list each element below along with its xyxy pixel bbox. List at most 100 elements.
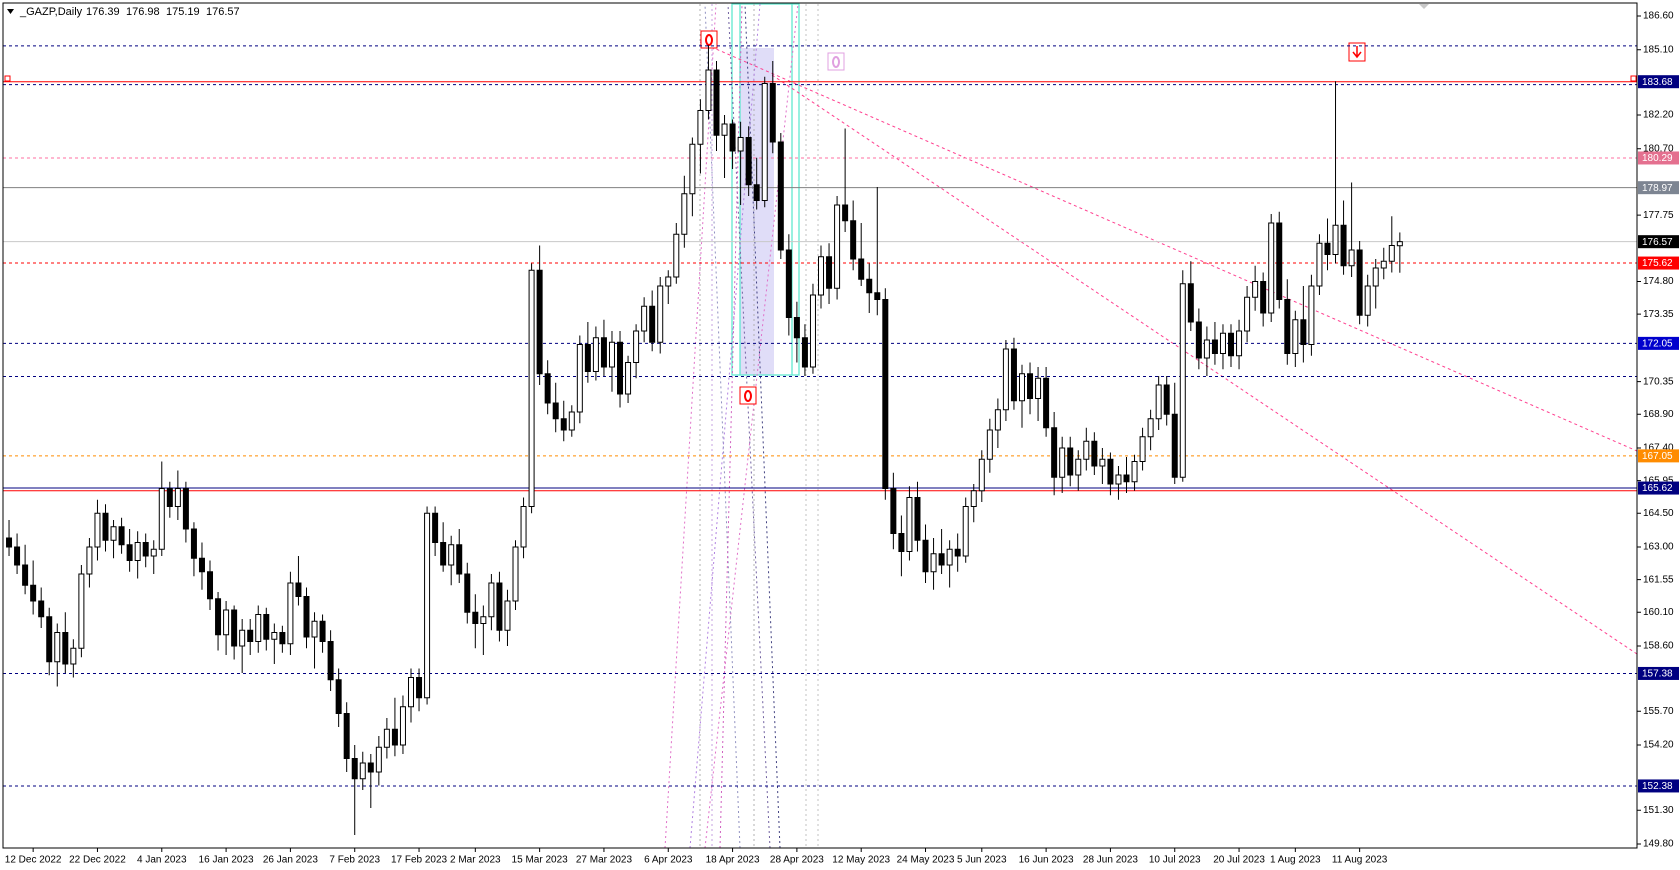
trend-line: [699, 41, 1638, 452]
candle-body: [271, 632, 278, 640]
candle-body: [544, 373, 551, 404]
candle-body: [617, 341, 624, 395]
y-tick-label: 168.90: [1643, 409, 1674, 420]
candle-body: [1002, 348, 1009, 411]
candle-body: [994, 409, 1001, 431]
candle-body: [1219, 332, 1226, 354]
candle-body: [343, 713, 350, 759]
level-label-box: [1638, 256, 1679, 270]
candle-body: [150, 548, 157, 557]
shift-marker: [1419, 4, 1429, 9]
signal-icon: [739, 386, 757, 405]
fan-line: [719, 3, 743, 849]
candle-body: [247, 629, 254, 642]
y-tick-label: 173.35: [1643, 309, 1674, 320]
y-tick-label: 167.40: [1643, 443, 1674, 454]
y-tick-label: 151.30: [1643, 805, 1674, 816]
box-outline: [731, 3, 800, 376]
candle-body: [1107, 458, 1114, 485]
x-tick-label: 16 Jun 2023: [1019, 855, 1074, 866]
candle-body: [793, 317, 800, 339]
x-tick-label: 26 Jan 2023: [263, 855, 318, 866]
candle-body: [375, 746, 382, 773]
candle-body: [1203, 339, 1210, 359]
candle-body: [1332, 224, 1339, 255]
candle-body: [231, 609, 238, 647]
level-label: 167.05: [1642, 451, 1673, 462]
candle-body: [464, 573, 471, 613]
candle-body: [1131, 461, 1138, 483]
candle-body: [858, 258, 865, 280]
candle-body: [1284, 299, 1291, 354]
fan-line: [664, 3, 717, 849]
y-tick-label: 149.80: [1643, 839, 1674, 850]
candle-body: [818, 256, 825, 296]
candle-body: [1171, 413, 1178, 478]
candle-body: [46, 616, 53, 663]
level-label: 165.62: [1642, 483, 1673, 494]
candle-body: [1380, 260, 1387, 269]
y-tick-label: 170.35: [1643, 376, 1674, 387]
time-lines: [664, 3, 819, 849]
candle-body: [279, 632, 286, 645]
y-tick-label: 174.80: [1643, 276, 1674, 287]
candle-body: [367, 762, 374, 773]
candle-body: [536, 269, 543, 375]
candle-body: [1316, 242, 1323, 287]
candle-body: [190, 528, 197, 559]
x-tick-label: 28 Jun 2023: [1083, 855, 1138, 866]
candles: [6, 45, 1403, 835]
candle-body: [1059, 447, 1066, 478]
y-tick-label: 164.50: [1643, 508, 1674, 519]
candle-body: [1292, 319, 1299, 354]
x-tick-label: 6 Apr 2023: [644, 855, 693, 866]
candle-body: [496, 582, 503, 631]
candle-body: [207, 571, 214, 600]
highlight-zone: [740, 48, 774, 375]
candle-body: [327, 641, 334, 681]
y-tick-label: 163.00: [1643, 542, 1674, 553]
candle-body: [922, 539, 929, 573]
axes: 186.60 185.10 182.20 180.70 177.75 174.80 173.…: [5, 11, 1679, 866]
candle-body: [1348, 249, 1355, 267]
y-tick-label: 155.70: [1643, 706, 1674, 717]
x-tick-label: 12 May 2023: [832, 855, 890, 866]
candle-body: [737, 137, 744, 152]
candle-body: [608, 341, 615, 368]
candle-body: [1027, 373, 1034, 399]
x-tick-label: 15 Mar 2023: [512, 855, 569, 866]
x-tick-label: 20 Jul 2023: [1213, 855, 1265, 866]
candle-body: [166, 488, 173, 507]
candle-body: [890, 488, 897, 534]
level-label: 152.38: [1642, 781, 1673, 792]
candle-body: [223, 609, 230, 636]
x-tick-label: 22 Dec 2022: [69, 855, 126, 866]
x-tick-label: 16 Jan 2023: [199, 855, 254, 866]
level-label-box: [1638, 75, 1679, 89]
level-label: 175.62: [1642, 258, 1673, 269]
candle-body: [70, 647, 77, 665]
candle-body: [705, 69, 712, 111]
candle-body: [263, 614, 270, 640]
line-handle: [1630, 75, 1637, 82]
candle-body: [633, 330, 640, 363]
candle-body: [801, 337, 808, 368]
candle-body: [1043, 377, 1050, 429]
x-tick-label: 5 Jun 2023: [957, 855, 1007, 866]
candle-body: [448, 544, 455, 566]
candle-body: [681, 193, 688, 235]
candle-body: [1260, 281, 1267, 314]
high-price: 176.98: [126, 6, 160, 18]
candle-body: [826, 256, 833, 289]
level-label-box: [1638, 779, 1679, 793]
candle-body: [1051, 427, 1058, 478]
candle-body: [1018, 373, 1025, 402]
level-label: 157.38: [1642, 669, 1673, 680]
candle-body: [528, 269, 535, 507]
levels: [3, 45, 1637, 787]
candle-body: [898, 533, 905, 552]
x-tick-label: 11 Aug 2023: [1332, 855, 1388, 866]
candle-body: [673, 233, 680, 278]
x-tick-label: 12 Dec 2022: [5, 855, 62, 866]
